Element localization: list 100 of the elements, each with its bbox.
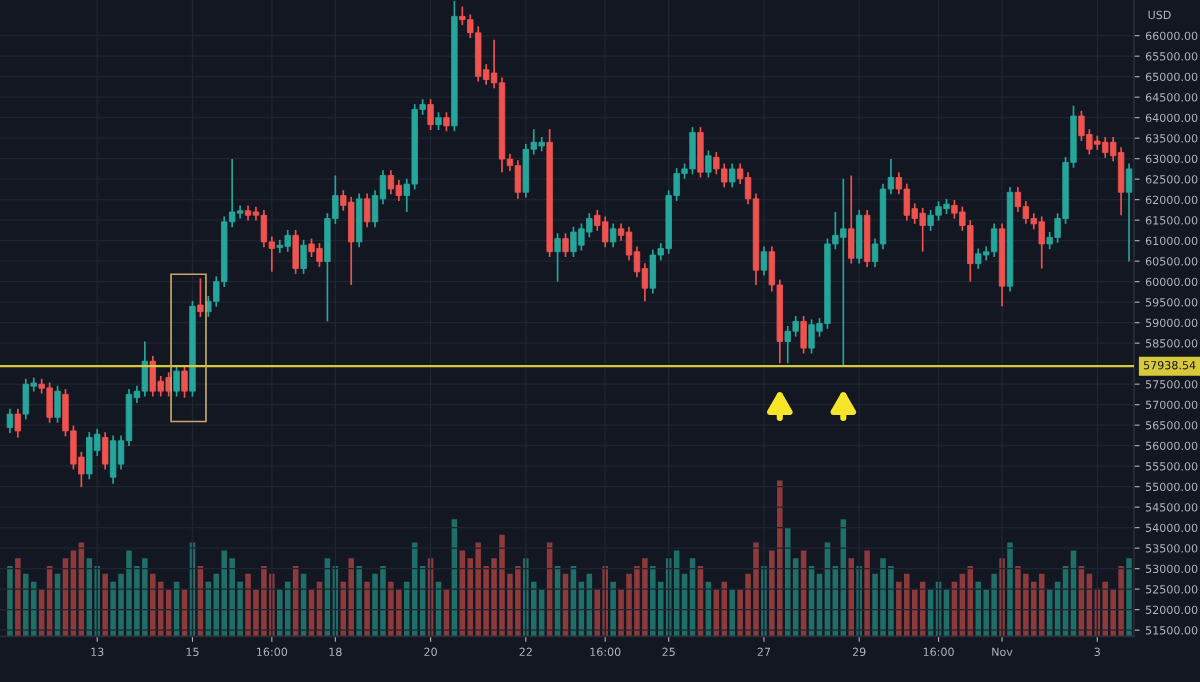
candlestick (101, 431, 109, 471)
candlestick (975, 247, 982, 270)
bar (1015, 566, 1021, 637)
candlestick (173, 364, 180, 398)
candlestick (697, 126, 704, 179)
candlestick (927, 209, 934, 232)
bar (848, 558, 855, 637)
bar (1007, 542, 1013, 637)
candlestick (276, 239, 283, 254)
candlestick (602, 215, 609, 249)
bar (721, 581, 728, 637)
bar (150, 573, 156, 637)
bar (784, 526, 791, 637)
candlestick (1078, 109, 1085, 142)
bar (626, 573, 632, 637)
bar (348, 558, 354, 637)
candlestick (800, 315, 807, 355)
bar (896, 581, 902, 637)
candlestick (721, 162, 728, 189)
candlestick (990, 222, 998, 258)
candlestick (855, 209, 863, 265)
candlestick (475, 25, 482, 83)
candlestick (1102, 136, 1109, 159)
bar (221, 550, 227, 637)
candlestick (236, 204, 244, 220)
candlestick (387, 169, 395, 196)
bar (1038, 573, 1045, 637)
candlestick (784, 325, 791, 365)
bar (777, 480, 783, 637)
candlestick (197, 277, 204, 318)
candlestick (46, 381, 53, 424)
candlestick (109, 434, 117, 485)
bar (15, 558, 21, 637)
candlestick (443, 111, 450, 133)
candlestick (284, 229, 291, 253)
bar (380, 566, 386, 637)
bar (261, 566, 267, 637)
bar (515, 566, 521, 637)
candlestick (316, 242, 323, 268)
candlestick (705, 149, 712, 179)
candlestick (427, 98, 434, 131)
bar (880, 558, 886, 637)
candlestick (181, 364, 188, 399)
bar (1118, 566, 1124, 637)
candlestick (260, 209, 268, 249)
candlestick (951, 199, 958, 220)
bar (1102, 581, 1109, 637)
bar (157, 581, 164, 637)
bar (142, 558, 148, 637)
candlestick (1038, 215, 1045, 270)
bar (475, 542, 481, 637)
candlestick (363, 192, 371, 228)
bar (975, 581, 982, 637)
bar (650, 566, 656, 637)
bar (1126, 558, 1132, 637)
candlestick (760, 245, 768, 277)
candlestick (840, 177, 847, 367)
bar (388, 581, 394, 637)
bar (23, 573, 29, 637)
bar (642, 558, 648, 637)
candlestick (522, 143, 530, 199)
bar (229, 558, 235, 637)
bar (991, 573, 997, 637)
candlestick (728, 162, 736, 189)
bar (499, 534, 505, 637)
candlestick (308, 237, 315, 258)
candlestick (689, 126, 696, 176)
candlestick (22, 377, 29, 421)
candlestick (808, 318, 815, 355)
bar (110, 581, 116, 637)
candlestick (562, 232, 569, 258)
candlestick (863, 209, 871, 268)
candlestick (586, 212, 593, 239)
candlestick (1117, 146, 1125, 217)
candlestick (935, 200, 942, 222)
candlestick (570, 225, 577, 258)
candlestick (609, 222, 617, 249)
candlestick (919, 207, 926, 253)
candlestick (649, 248, 657, 295)
bar (7, 566, 13, 637)
candlestick (149, 355, 156, 398)
candlestick (54, 384, 61, 424)
bar (277, 589, 283, 637)
candlestick (848, 174, 855, 265)
bar (610, 581, 616, 637)
bar (753, 542, 759, 637)
candlestick (1014, 186, 1022, 213)
candlestick (300, 239, 307, 275)
bar (1031, 581, 1037, 637)
candlestick (14, 407, 22, 439)
bar (396, 589, 402, 637)
bar (372, 573, 378, 637)
bar (1023, 573, 1029, 637)
candlestick (86, 431, 93, 481)
bar (729, 589, 735, 637)
candlestick (355, 192, 363, 249)
bar (634, 566, 640, 637)
candlestick (292, 229, 299, 275)
candlestick (967, 219, 974, 283)
candlestick (514, 159, 522, 200)
